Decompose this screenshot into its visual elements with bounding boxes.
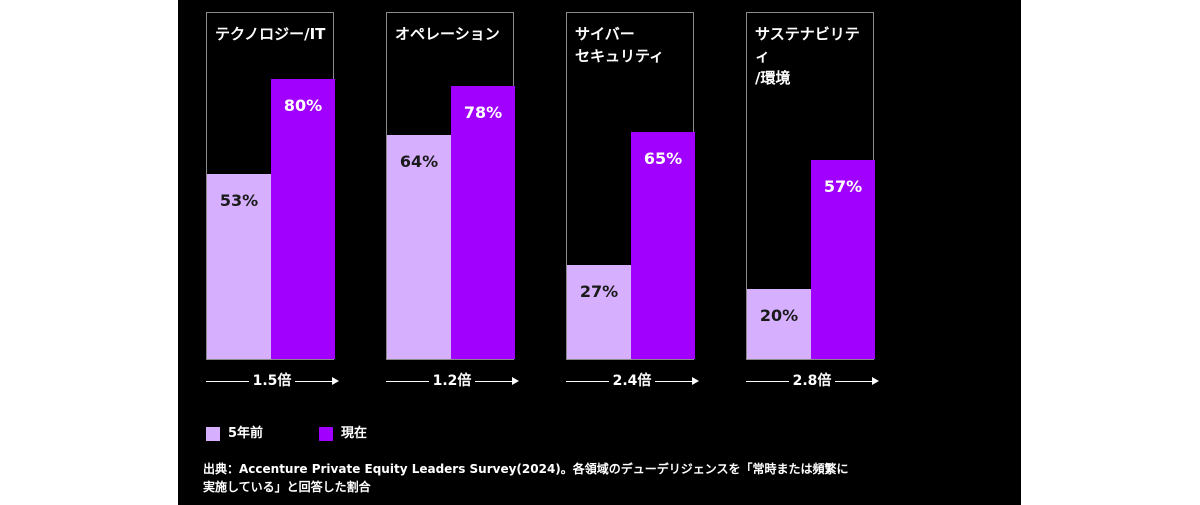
chart-canvas: テクノロジー/IT 53% 80% オペレーション 64% 78% サイバー セキュ… [178, 0, 1021, 505]
growth-multiplier: 1.5倍 [206, 371, 339, 391]
category-panel: テクノロジー/IT 53% 80% [206, 12, 335, 360]
bar-current: 78% [451, 86, 515, 359]
bar-value-label: 20% [759, 306, 799, 325]
legend-swatch [206, 427, 220, 441]
legend-swatch [319, 427, 333, 441]
multiplier-label: 1.2倍 [428, 373, 476, 389]
bar-value-label: 57% [823, 176, 863, 196]
bar-current: 65% [631, 131, 695, 359]
category-title: テクノロジー/IT [215, 25, 326, 43]
category-title: オペレーション [395, 25, 500, 43]
arrow-head-icon [332, 377, 339, 385]
bar-value-label: 64% [399, 152, 439, 171]
bar-value-label: 78% [463, 103, 503, 122]
growth-multiplier: 1.2倍 [386, 371, 519, 391]
bar-current: 57% [811, 159, 875, 359]
bar-past: 27% [567, 264, 631, 359]
arrow-head-icon [692, 377, 699, 385]
bar-past: 20% [747, 289, 811, 359]
multiplier-label: 1.5倍 [248, 373, 296, 389]
bar-value-label: 80% [283, 96, 323, 115]
source-note: 出典：Accenture Private Equity Leaders Surv… [203, 462, 849, 494]
bar-value-label: 65% [643, 148, 683, 168]
category-panel: サステナビリティ /環境 20% 57% [746, 12, 875, 360]
growth-multiplier: 2.4倍 [566, 371, 699, 391]
category-title: サステナビリティ /環境 [755, 25, 860, 87]
category-panel: オペレーション 64% 78% [386, 12, 515, 360]
multiplier-label: 2.8倍 [788, 373, 836, 389]
bar-current: 80% [271, 79, 335, 359]
arrow-head-icon [512, 377, 519, 385]
bar-past: 53% [207, 173, 271, 359]
category-title: サイバー セキュリティ [575, 25, 665, 65]
arrow-head-icon [872, 377, 879, 385]
bar-value-label: 27% [579, 281, 619, 301]
multiplier-label: 2.4倍 [608, 373, 656, 389]
bar-past: 64% [387, 135, 451, 359]
legend-label: 現在 [341, 426, 368, 441]
growth-multiplier: 2.8倍 [746, 371, 879, 391]
bar-value-label: 53% [219, 190, 259, 210]
category-panel: サイバー セキュリティ 27% 65% [566, 12, 695, 360]
legend-label: 5年前 [228, 426, 264, 441]
